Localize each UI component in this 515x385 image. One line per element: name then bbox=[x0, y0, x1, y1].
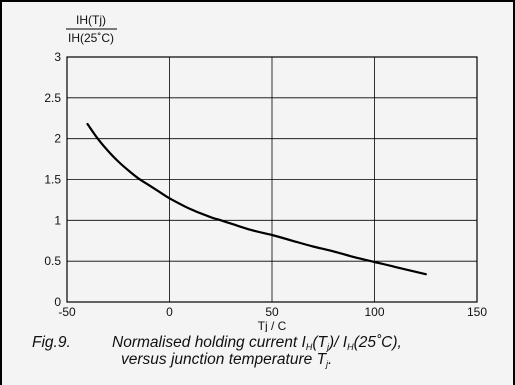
x-tick-label: 50 bbox=[265, 305, 279, 319]
x-tick-label: 100 bbox=[364, 305, 384, 319]
y-tick-label: 0 bbox=[54, 295, 61, 309]
y-tick-label: 2 bbox=[54, 132, 61, 146]
y-axis-ticks: 0 0.5 1 1.5 2 2.5 3 bbox=[44, 50, 61, 309]
caption-text: (T bbox=[312, 334, 327, 351]
plot-area bbox=[66, 56, 478, 303]
grid bbox=[67, 57, 477, 302]
x-tick-label: 0 bbox=[166, 305, 173, 319]
figure-number: Fig.9. bbox=[32, 334, 71, 351]
caption-text: (25˚C), bbox=[353, 334, 402, 351]
caption-text: versus junction temperature T bbox=[121, 351, 327, 368]
y-tick-label: 3 bbox=[54, 50, 61, 64]
y-tick-label: 1 bbox=[54, 213, 61, 227]
y-axis-label: IH(Tj) IH(25˚C) bbox=[66, 13, 117, 45]
y-tick-label: 1.5 bbox=[44, 173, 61, 187]
y-axis-label-numerator: IH(Tj) bbox=[76, 13, 106, 27]
plot-border bbox=[66, 56, 478, 303]
series-line bbox=[86, 122, 427, 276]
caption-text: Normalised holding current I bbox=[112, 334, 306, 351]
caption-text: )/ I bbox=[328, 334, 348, 351]
caption-line-1: Fig.9. Normalised holding current IH(Tj)/… bbox=[32, 334, 402, 356]
x-axis-ticks: -50 0 50 100 150 bbox=[58, 305, 487, 319]
x-axis-label: Tj / C bbox=[258, 319, 287, 332]
caption-text: . bbox=[328, 351, 333, 368]
chart: IH(Tj) IH(25˚C) -50 0 50 100 150 00.511.522.… bbox=[44, 13, 487, 332]
y-axis-label-denominator: IH(25˚C) bbox=[68, 31, 114, 45]
caption-subscript: j bbox=[326, 342, 329, 352]
x-tick-label: -50 bbox=[58, 305, 76, 319]
caption-line-2: versus junction temperature Tj. bbox=[121, 351, 332, 373]
caption-subscript: H bbox=[305, 342, 313, 352]
caption-subscript: H bbox=[347, 342, 354, 352]
caption-subscript: j bbox=[326, 359, 329, 369]
y-tick-label: 0.5 bbox=[44, 254, 61, 268]
y-tick-label: 2.5 bbox=[44, 91, 61, 105]
x-tick-label: 150 bbox=[467, 305, 487, 319]
